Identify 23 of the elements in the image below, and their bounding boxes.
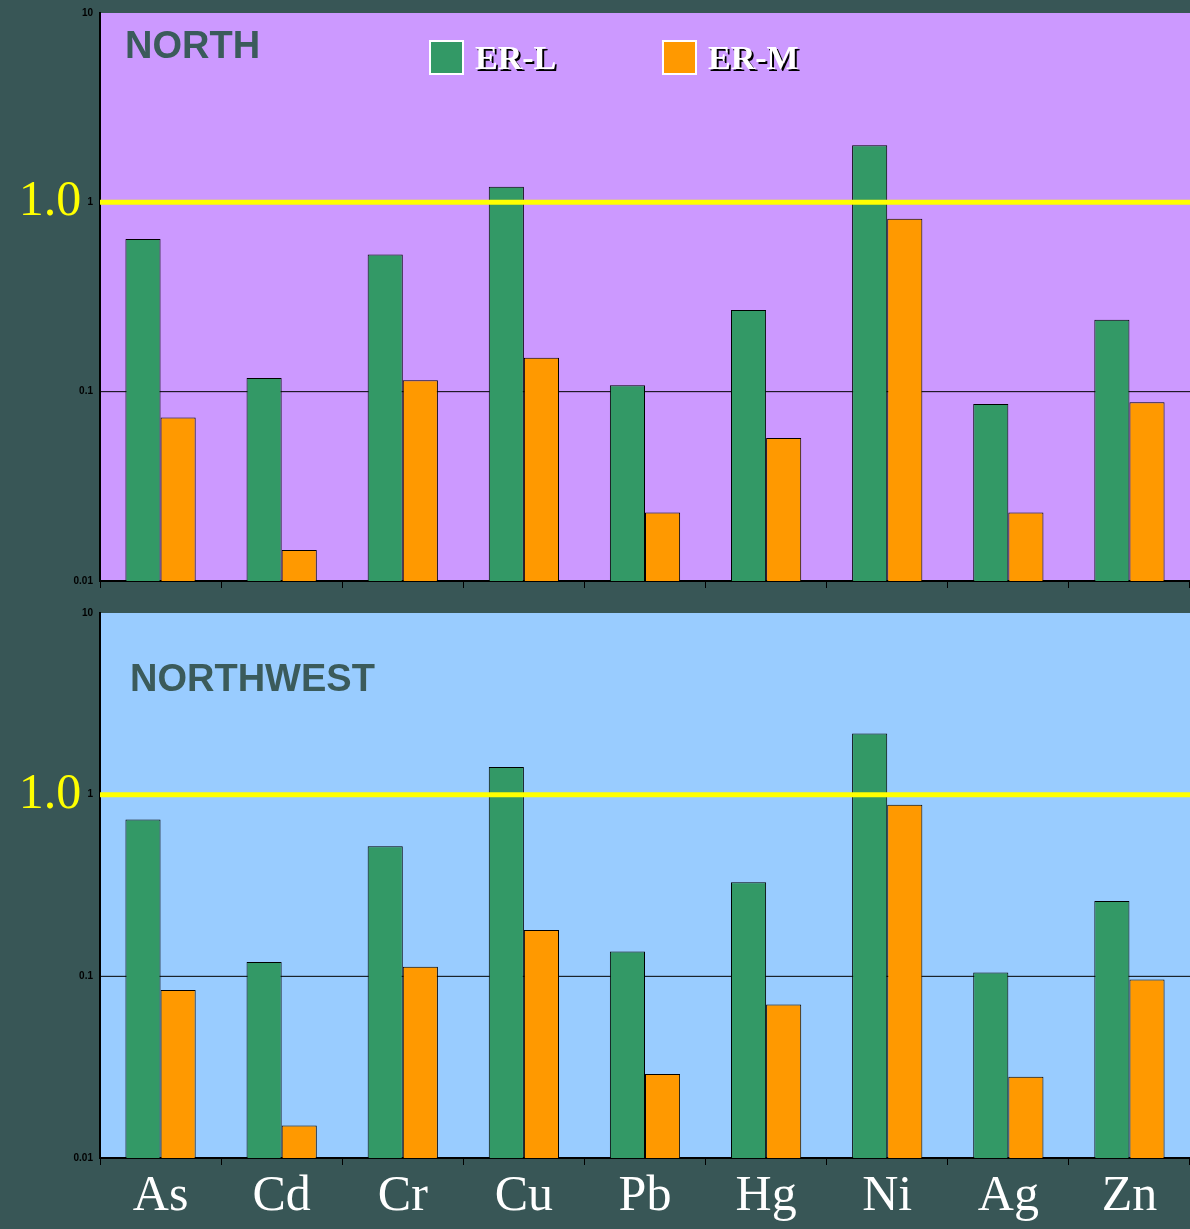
x-tick-label: Cd: [252, 1165, 311, 1222]
x-tick-label: Cr: [377, 1165, 429, 1222]
y-tick-label: 10: [81, 6, 94, 18]
ref-line-label: 1.0: [18, 170, 82, 227]
y-tick-label: 0.1: [79, 385, 94, 397]
x-tick-label: As: [132, 1165, 189, 1222]
x-tick-label: Pb: [618, 1165, 672, 1222]
x-tick-label: Cu: [494, 1165, 554, 1222]
y-tick-label: 10: [81, 606, 94, 618]
ref-line-label: 1.0: [18, 762, 82, 819]
x-tick-label: Ni: [862, 1165, 913, 1222]
y-tick-label: 0.01: [73, 574, 94, 586]
x-tick-label: Ag: [977, 1165, 1039, 1222]
y-tick-label: 0.01: [73, 1151, 94, 1163]
chart-title: NORTH: [125, 24, 261, 67]
x-tick-label: Hg: [735, 1165, 797, 1222]
y-tick-label: 0.1: [79, 970, 94, 982]
text: NORTHWEST: [130, 657, 375, 700]
y-tick-label: 1: [87, 788, 94, 800]
legend-label: ER-L: [477, 40, 559, 78]
x-tick-label: Zn: [1101, 1165, 1158, 1222]
y-tick-label: 1: [87, 196, 94, 208]
legend-label: ER-M: [710, 40, 801, 78]
